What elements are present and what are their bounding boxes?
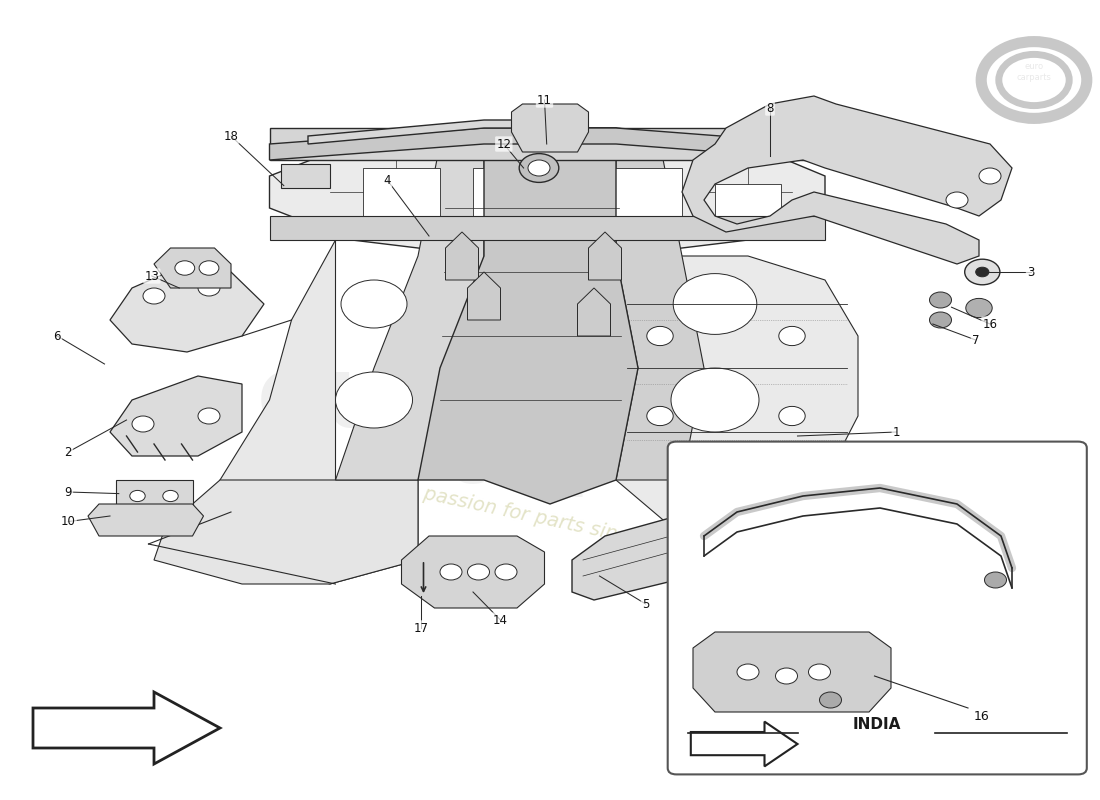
Circle shape — [779, 406, 805, 426]
Circle shape — [528, 160, 550, 176]
FancyBboxPatch shape — [668, 442, 1087, 774]
Text: 10: 10 — [60, 515, 76, 528]
Text: 11: 11 — [537, 94, 552, 106]
Polygon shape — [116, 480, 192, 508]
Text: 13: 13 — [144, 270, 159, 282]
Circle shape — [440, 564, 462, 580]
Circle shape — [808, 664, 830, 680]
Polygon shape — [468, 272, 500, 320]
Circle shape — [946, 192, 968, 208]
Circle shape — [198, 280, 220, 296]
Text: 17: 17 — [414, 622, 429, 634]
Circle shape — [984, 572, 1006, 588]
Polygon shape — [308, 120, 550, 144]
Circle shape — [130, 490, 145, 502]
Text: 12: 12 — [496, 138, 512, 150]
Text: 1: 1 — [893, 426, 900, 438]
Polygon shape — [270, 128, 825, 160]
Text: 7: 7 — [972, 334, 979, 346]
Circle shape — [175, 261, 195, 275]
Text: a passion for parts since 1985: a passion for parts since 1985 — [404, 480, 696, 560]
Circle shape — [143, 288, 165, 304]
Circle shape — [132, 416, 154, 432]
Circle shape — [336, 372, 412, 428]
Polygon shape — [33, 692, 220, 764]
Text: 4: 4 — [384, 174, 390, 186]
Text: 2: 2 — [65, 446, 72, 458]
Bar — [363, 168, 440, 216]
Circle shape — [519, 154, 559, 182]
Text: 16: 16 — [982, 318, 998, 330]
Polygon shape — [418, 128, 638, 504]
Circle shape — [647, 406, 673, 426]
Circle shape — [820, 692, 842, 708]
Circle shape — [163, 490, 178, 502]
Polygon shape — [336, 128, 484, 480]
Text: 9: 9 — [65, 486, 72, 498]
Polygon shape — [270, 128, 825, 160]
Polygon shape — [682, 96, 1012, 264]
Text: 5: 5 — [642, 598, 649, 610]
Polygon shape — [88, 504, 204, 536]
Circle shape — [966, 298, 992, 318]
Bar — [605, 168, 682, 216]
Circle shape — [965, 259, 1000, 285]
Circle shape — [979, 168, 1001, 184]
Circle shape — [737, 664, 759, 680]
Circle shape — [976, 267, 989, 277]
Circle shape — [930, 292, 952, 308]
Text: 6: 6 — [54, 330, 60, 342]
Circle shape — [468, 564, 490, 580]
Polygon shape — [512, 104, 588, 152]
Polygon shape — [572, 472, 858, 600]
Circle shape — [198, 408, 220, 424]
Polygon shape — [154, 248, 231, 288]
Text: 16: 16 — [974, 710, 989, 722]
Circle shape — [779, 326, 805, 346]
Circle shape — [776, 668, 798, 684]
Text: INDIA: INDIA — [854, 717, 901, 732]
Text: euro: euro — [256, 351, 514, 449]
Circle shape — [647, 326, 673, 346]
Circle shape — [341, 280, 407, 328]
Polygon shape — [110, 264, 264, 352]
Text: euro
carparts: euro carparts — [1016, 62, 1052, 82]
Polygon shape — [446, 232, 478, 280]
Polygon shape — [220, 240, 418, 584]
Circle shape — [199, 261, 219, 275]
Polygon shape — [691, 722, 797, 766]
Polygon shape — [616, 256, 858, 536]
Polygon shape — [270, 128, 825, 256]
Circle shape — [671, 368, 759, 432]
Polygon shape — [280, 164, 330, 188]
Polygon shape — [616, 128, 704, 480]
Text: 14: 14 — [493, 614, 508, 626]
Bar — [715, 184, 781, 224]
Circle shape — [673, 274, 757, 334]
Bar — [473, 168, 550, 216]
Polygon shape — [270, 216, 825, 240]
Text: 18: 18 — [223, 130, 239, 142]
Text: 8: 8 — [767, 102, 773, 114]
Polygon shape — [154, 480, 418, 584]
Text: carparts: carparts — [448, 431, 762, 497]
Text: 3: 3 — [1027, 266, 1034, 278]
Polygon shape — [693, 632, 891, 712]
Polygon shape — [402, 536, 544, 608]
Polygon shape — [588, 232, 621, 280]
Polygon shape — [578, 288, 610, 336]
Circle shape — [930, 312, 952, 328]
Circle shape — [495, 564, 517, 580]
Polygon shape — [110, 376, 242, 456]
